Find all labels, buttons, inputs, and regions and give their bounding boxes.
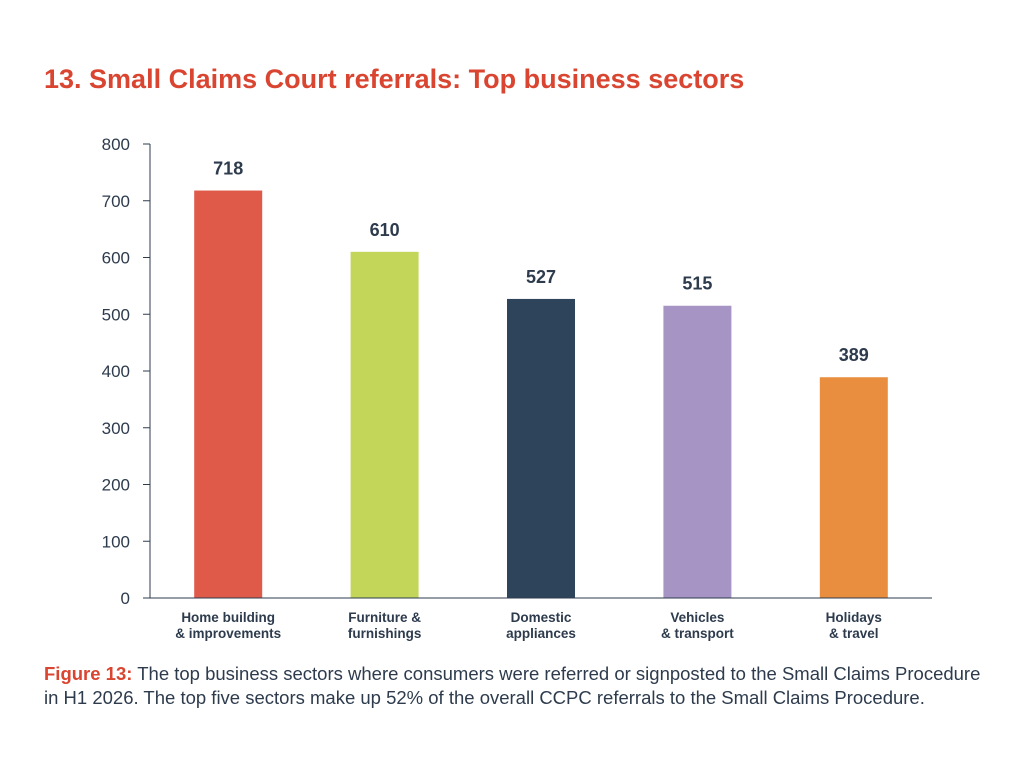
bar-value-label: 718 <box>213 159 243 179</box>
y-tick-label: 600 <box>102 249 130 268</box>
bar <box>819 377 888 598</box>
x-tick-label: & travel <box>829 626 879 641</box>
figure-caption: Figure 13: The top business sectors wher… <box>44 662 994 710</box>
y-tick-label: 400 <box>102 362 130 381</box>
x-tick-label: Vehicles <box>670 610 724 625</box>
bar-value-label: 610 <box>370 220 400 240</box>
y-tick-label: 500 <box>102 305 130 324</box>
bar <box>350 251 419 598</box>
figure-caption-label: Figure 13: <box>44 663 133 684</box>
x-tick-label: & improvements <box>175 626 281 641</box>
axes <box>149 144 932 599</box>
x-axis: Home building& improvements Furniture &fu… <box>175 610 882 641</box>
y-tick-label: 0 <box>121 589 130 608</box>
y-tick-label: 700 <box>102 192 130 211</box>
bar-value-label: 389 <box>839 345 869 365</box>
x-tick-label: Holidays <box>826 610 882 625</box>
chart-title: 13. Small Claims Court referrals: Top bu… <box>44 64 745 94</box>
x-tick-label: Domestic <box>511 610 572 625</box>
y-tick-label: 800 <box>102 135 130 154</box>
bar <box>194 190 263 598</box>
y-axis: 0 100 200 300 400 500 600 700 800 <box>102 135 150 608</box>
bar <box>663 305 732 598</box>
y-tick-label: 200 <box>102 476 130 495</box>
bar-value-label: 515 <box>682 274 712 294</box>
x-tick-label: Furniture & <box>348 610 421 625</box>
bar <box>507 298 575 598</box>
x-tick-label: appliances <box>506 626 576 641</box>
x-tick-label: Home building <box>181 610 275 625</box>
bar-value-label: 527 <box>526 267 556 287</box>
y-tick-label: 300 <box>102 419 130 438</box>
x-tick-label: furnishings <box>348 626 422 641</box>
y-tick-label: 100 <box>102 532 130 551</box>
figure-caption-text: The top business sectors where consumers… <box>44 663 981 708</box>
x-tick-label: & transport <box>661 626 734 641</box>
bar-group: 718 610 527 515 389 <box>194 159 888 598</box>
